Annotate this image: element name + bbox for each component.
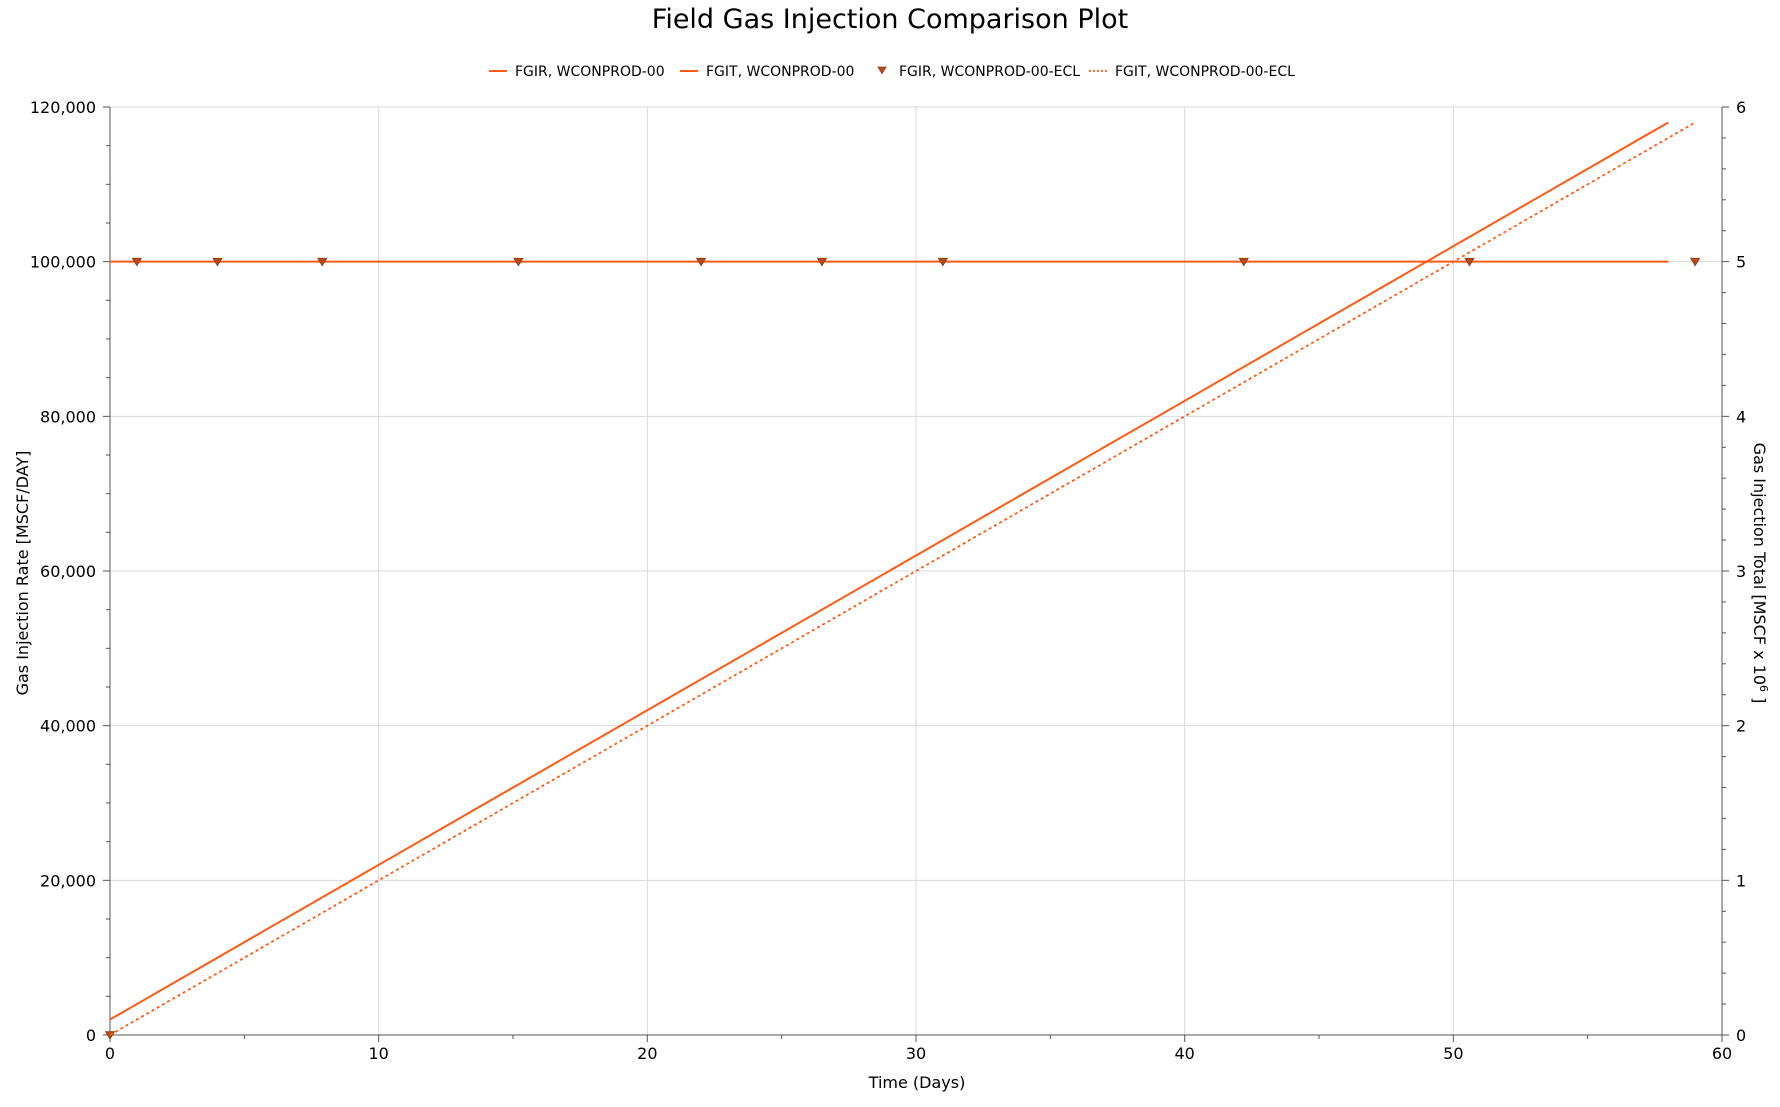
legend-label-fgit-wconprod-00: FGIT, WCONPROD-00 — [706, 64, 854, 80]
series-marker-fgir-wconprod-00-ecl — [1238, 257, 1249, 267]
plot-area — [104, 121, 1701, 1040]
y-tick-label: 40,000 — [40, 717, 96, 736]
series-marker-fgir-wconprod-00-ecl — [212, 257, 223, 267]
series-marker-fgir-wconprod-00-ecl — [816, 257, 828, 267]
y-axis-label: Gas Injection Rate [MSCF/DAY] — [13, 451, 32, 696]
x-tick-label: 60 — [1712, 1044, 1732, 1063]
y-tick-label: 120,000 — [30, 98, 96, 117]
y-tick-label: 80,000 — [40, 407, 96, 426]
chart-title: Field Gas Injection Comparison Plot — [652, 4, 1128, 35]
y2-tick-label: 6 — [1736, 98, 1746, 117]
y2-tick-label: 4 — [1736, 407, 1746, 426]
y2-tick-label: 3 — [1736, 562, 1746, 581]
y2-tick-label: 1 — [1736, 871, 1746, 890]
y2-tick-label: 2 — [1736, 717, 1746, 736]
x-tick-label: 40 — [1174, 1044, 1194, 1063]
y-tick-label: 0 — [86, 1026, 96, 1045]
y2-tick-label: 5 — [1736, 253, 1746, 272]
x-tick-label: 30 — [906, 1044, 926, 1063]
series-marker-fgir-wconprod-00-ecl — [937, 257, 949, 267]
series-marker-fgir-wconprod-00-ecl — [513, 257, 524, 267]
x-axis-label: Time (Days) — [868, 1073, 966, 1092]
y-tick-label: 20,000 — [40, 871, 96, 890]
x-tick-label: 50 — [1443, 1044, 1463, 1063]
series-marker-fgir-wconprod-00-ecl — [1464, 257, 1475, 267]
x-tick-label: 0 — [105, 1044, 115, 1063]
y2-axis-label-exponent: 6 — [1757, 685, 1770, 692]
y-tick-label: 60,000 — [40, 562, 96, 581]
y2-axis-label-prefix: Gas Injection Total [MSCF x 10 — [1750, 443, 1769, 685]
y2-tick-label: 0 — [1736, 1026, 1746, 1045]
y-tick-label: 100,000 — [30, 253, 96, 272]
chart-legend: FGIR, WCONPROD-00 FGIT, WCONPROD-00 FGIR, … — [489, 64, 1295, 80]
series-line-fgit-wconprod-00-ecl — [109, 121, 1696, 1036]
x-tick-label: 10 — [368, 1044, 388, 1063]
legend-swatch-fgir-wconprod-00-ecl — [877, 66, 887, 75]
y2-axis-label-suffix: ] — [1750, 692, 1769, 703]
series-marker-fgir-wconprod-00-ecl — [131, 257, 143, 267]
series-marker-fgir-wconprod-00-ecl — [1689, 257, 1701, 267]
x-tick-label: 20 — [637, 1044, 657, 1063]
series-marker-fgir-wconprod-00-ecl — [317, 257, 328, 267]
legend-label-fgir-wconprod-00-ecl: FGIR, WCONPROD-00-ECL — [899, 64, 1080, 80]
series-line-fgit-wconprod-00 — [109, 121, 1669, 1021]
legend-label-fgir-wconprod-00: FGIR, WCONPROD-00 — [515, 64, 665, 80]
series-marker-fgir-wconprod-00-ecl — [695, 257, 707, 267]
legend-label-fgit-wconprod-00-ecl: FGIT, WCONPROD-00-ECL — [1115, 64, 1295, 80]
y2-axis-label: Gas Injection Total [MSCF x 106 ] — [1750, 443, 1770, 704]
